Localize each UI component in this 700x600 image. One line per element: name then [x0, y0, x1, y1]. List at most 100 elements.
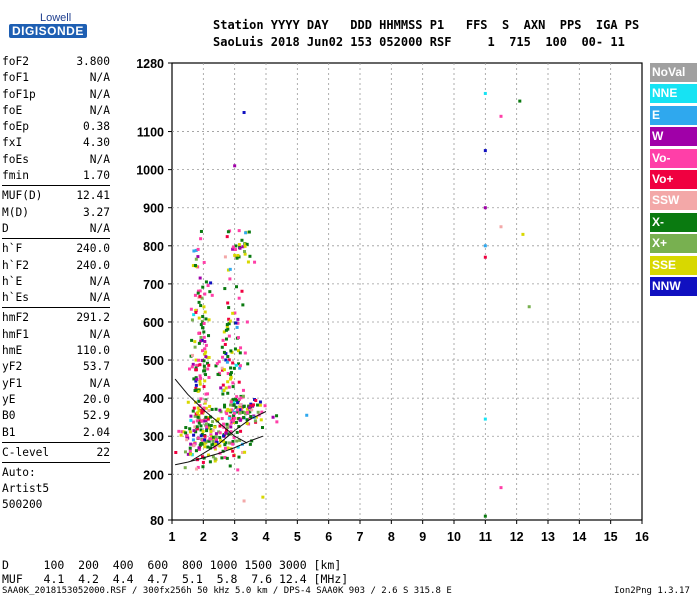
echo-point: [193, 414, 197, 418]
param-value: 4.30: [83, 136, 110, 150]
echo-point: [227, 416, 231, 420]
echo-point: [230, 408, 234, 412]
param-name: D: [2, 221, 9, 235]
echo-point: [238, 364, 242, 368]
echo-point: [192, 429, 196, 433]
x-tick-label: 12: [510, 530, 524, 544]
echo-point: [204, 355, 208, 359]
param-value: 0.38: [83, 120, 110, 134]
legend-item-x-plus: X+: [650, 234, 697, 254]
echo-point: [234, 363, 238, 367]
echo-point: [200, 296, 204, 300]
echo-point: [232, 411, 236, 415]
echo-point: [527, 305, 531, 309]
echo-point: [209, 415, 213, 419]
echo-point: [204, 317, 208, 321]
echo-point: [232, 454, 236, 458]
param-value: 1.70: [83, 169, 110, 183]
param-name: C-level: [2, 445, 50, 459]
echo-point: [235, 285, 239, 289]
divider: [2, 238, 110, 240]
echo-point: [209, 433, 213, 437]
echo-point: [223, 287, 227, 291]
echo-point: [203, 434, 207, 438]
echo-point: [241, 303, 245, 307]
echo-point: [180, 430, 184, 434]
echo-point: [226, 391, 230, 395]
param-name: B1: [2, 425, 16, 439]
param-row: foEp 0.38: [2, 119, 110, 135]
param-row: MUF(D) 12.41: [2, 188, 110, 204]
echo-point: [220, 366, 224, 370]
echo-point: [239, 429, 243, 433]
echo-point: [211, 435, 215, 439]
echo-point: [203, 399, 207, 403]
echo-point: [184, 431, 188, 435]
echo-point: [196, 465, 200, 469]
echo-point: [199, 376, 203, 380]
param-row: hmF2 291.2: [2, 310, 110, 326]
legend-item-w: W: [650, 127, 697, 147]
param-name: foE: [2, 103, 23, 117]
echo-point: [234, 321, 238, 325]
echo-point: [195, 427, 199, 431]
echo-point: [499, 486, 503, 490]
echo-point: [263, 404, 267, 408]
echo-point: [225, 323, 229, 327]
echo-point: [193, 293, 197, 297]
x-tick-label: 3: [231, 530, 238, 544]
echo-point: [199, 323, 203, 327]
echo-point: [210, 293, 214, 297]
param-value: N/A: [89, 291, 110, 305]
echo-point: [249, 415, 253, 419]
y-tick-label: 600: [143, 316, 164, 330]
echo-point: [221, 338, 225, 342]
param-row: yE 20.0: [2, 392, 110, 408]
echo-point: [199, 237, 203, 241]
echo-point: [183, 450, 187, 454]
echo-point: [206, 417, 210, 421]
echo-point: [229, 441, 233, 445]
param-name: M(D): [2, 205, 29, 219]
echo-point: [238, 418, 242, 422]
echo-point: [253, 419, 257, 423]
echo-point: [210, 435, 214, 439]
echo-point: [232, 420, 236, 424]
legend-item-vo-plus: Vo+: [650, 169, 697, 189]
echo-point: [221, 392, 225, 396]
echo-point: [256, 410, 260, 414]
echo-point: [193, 345, 197, 349]
echo-point: [189, 414, 193, 418]
echo-point: [238, 351, 242, 355]
echo-point: [240, 410, 244, 414]
echo-point: [247, 230, 251, 234]
echo-point: [235, 325, 239, 329]
param-value: 3.27: [83, 205, 110, 219]
echo-point: [242, 499, 246, 503]
echo-point: [231, 245, 235, 249]
param-row: h`F2 240.0: [2, 258, 110, 274]
echo-point: [248, 416, 252, 420]
echo-point: [229, 375, 233, 379]
echo-point: [213, 446, 217, 450]
echo-point: [197, 399, 201, 403]
echo-point: [186, 436, 190, 440]
param-value: 291.2: [76, 311, 110, 325]
param-value: N/A: [89, 103, 110, 117]
param-row: foEs N/A: [2, 152, 110, 168]
param-name: h`E: [2, 274, 23, 288]
echo-point: [197, 341, 201, 345]
param-value: 3.800: [76, 55, 110, 68]
echo-point: [237, 425, 241, 429]
echo-point: [219, 439, 223, 443]
echo-point: [196, 289, 200, 293]
x-tick-label: 16: [635, 530, 649, 544]
echo-point: [234, 244, 238, 248]
param-row: h`E N/A: [2, 274, 110, 290]
echo-point: [231, 439, 235, 443]
echo-point: [214, 407, 218, 411]
echo-point: [198, 404, 202, 408]
echo-point: [235, 256, 239, 260]
echo-point: [192, 433, 196, 437]
echo-point: [483, 255, 487, 259]
